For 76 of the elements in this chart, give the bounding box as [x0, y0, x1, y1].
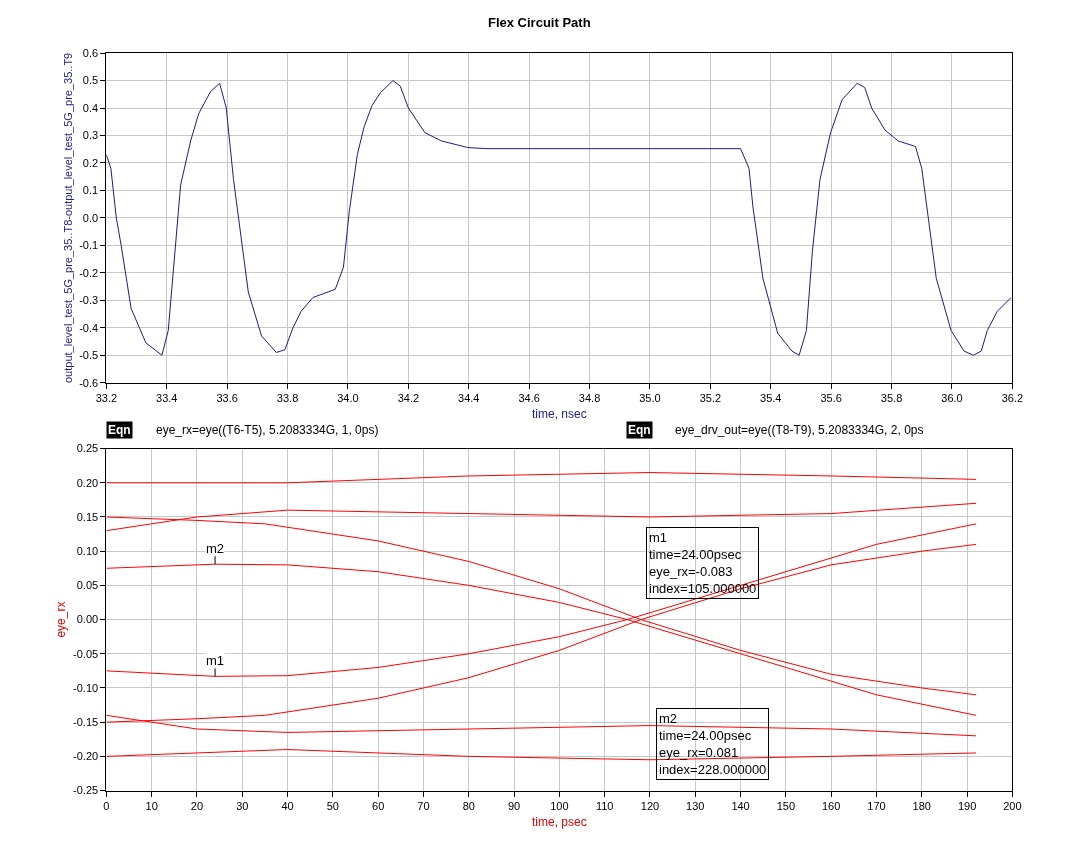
x-tick-label: 33.6: [216, 391, 238, 404]
x-tick-label: 30: [236, 799, 249, 812]
x-tick-label: 110: [595, 799, 614, 812]
x-tick-label: 33.4: [156, 391, 178, 404]
y-tick-label: -0.3: [79, 294, 99, 307]
x-tick-label: 0: [103, 799, 110, 812]
line-series: [106, 80, 1012, 356]
line-series: [106, 472, 977, 484]
y-tick-label: -0.15: [73, 716, 99, 729]
x-tick-label: 33.2: [95, 391, 118, 404]
y-tick-label: -0.1: [79, 239, 99, 252]
x-tick-label: 34.2: [397, 391, 420, 404]
y-tick-label: 0.15: [76, 510, 99, 523]
x-tick-label: 120: [640, 799, 660, 812]
x-tick-label: 33.8: [276, 391, 299, 404]
x-tick-label: 35.0: [639, 391, 661, 404]
chart-title: Flex Circuit Path: [488, 15, 591, 30]
x-tick-label: 200: [1003, 799, 1022, 812]
y-tick-label: 0.4: [82, 101, 99, 114]
x-tick-label: 10: [145, 799, 158, 812]
text: Eqn: [108, 423, 131, 437]
annotation: m1: [206, 653, 225, 668]
text: eye_rx=eye((T6-T5), 5.2083334G, 1, 0ps): [156, 423, 379, 437]
y-tick-label: 0.5: [82, 74, 99, 87]
y-tick-label: -0.2: [79, 266, 99, 279]
y-axis-title: eye_rx: [54, 601, 69, 638]
line-series: [106, 749, 977, 761]
x-tick-label: 34.4: [458, 391, 480, 404]
x-tick-label: 40: [281, 799, 294, 812]
x-axis-title: time, psec: [532, 814, 587, 829]
x-tick-label: 36.2: [1001, 391, 1024, 404]
x-tick-label: 160: [821, 799, 841, 812]
y-tick-label: 0.1: [82, 184, 99, 197]
y-tick-label: -0.5: [79, 349, 99, 362]
y-tick-label: -0.25: [73, 784, 99, 797]
y-tick-label: -0.6: [79, 376, 99, 389]
annotation: m2 time=24.00psec eye_rx=0.081 index=228.000000: [659, 711, 767, 777]
x-axis-title: time, nsec: [532, 406, 587, 421]
y-tick-label: 0.3: [82, 129, 99, 142]
x-tick-label: 170: [867, 799, 886, 812]
x-tick-label: 90: [507, 799, 521, 812]
x-tick-label: 130: [686, 799, 705, 812]
x-tick-label: 35.4: [760, 391, 782, 404]
y-tick-label: 0.0: [82, 211, 99, 224]
y-tick-label: 0.20: [76, 476, 99, 489]
annotation: m2: [206, 541, 225, 556]
y-tick-label: 0.6: [82, 46, 99, 59]
x-tick-label: 34.8: [578, 391, 601, 404]
y-tick-label: 0.00: [76, 613, 99, 626]
x-tick-label: 150: [776, 799, 796, 812]
x-tick-label: 34.0: [337, 391, 359, 404]
x-tick-label: 70: [417, 799, 430, 812]
x-tick-label: 100: [550, 799, 569, 812]
y-tick-label: -0.4: [79, 321, 99, 334]
x-tick-label: 35.8: [880, 391, 903, 404]
text: eye_drv_out=eye((T8-T9), 5.2083334G, 2, 0ps: [675, 423, 924, 437]
x-tick-label: 34.6: [518, 391, 540, 404]
x-tick-label: 50: [326, 799, 339, 812]
x-tick-label: 35.6: [820, 391, 842, 404]
y-tick-label: -0.20: [73, 750, 99, 763]
x-tick-label: 190: [957, 799, 977, 812]
x-tick-label: 36.0: [941, 391, 963, 404]
text: Eqn: [628, 423, 651, 437]
x-tick-label: 140: [731, 799, 750, 812]
y-tick-label: 0.25: [76, 442, 99, 455]
y-tick-label: 0.10: [76, 545, 99, 558]
x-tick-label: 20: [190, 799, 204, 812]
y-tick-label: 0.2: [82, 156, 99, 169]
x-tick-label: 35.2: [699, 391, 722, 404]
x-tick-label: 80: [462, 799, 475, 812]
x-tick-label: 180: [912, 799, 931, 812]
y-tick-label: 0.05: [76, 579, 99, 592]
x-tick-label: 60: [372, 799, 385, 812]
y-tick-label: -0.05: [73, 647, 99, 660]
y-axis-title: output_level_test_5G_pre_35..T8-output_level_test_5G_pre_35..T9: [61, 52, 74, 383]
y-tick-label: -0.10: [73, 681, 99, 694]
